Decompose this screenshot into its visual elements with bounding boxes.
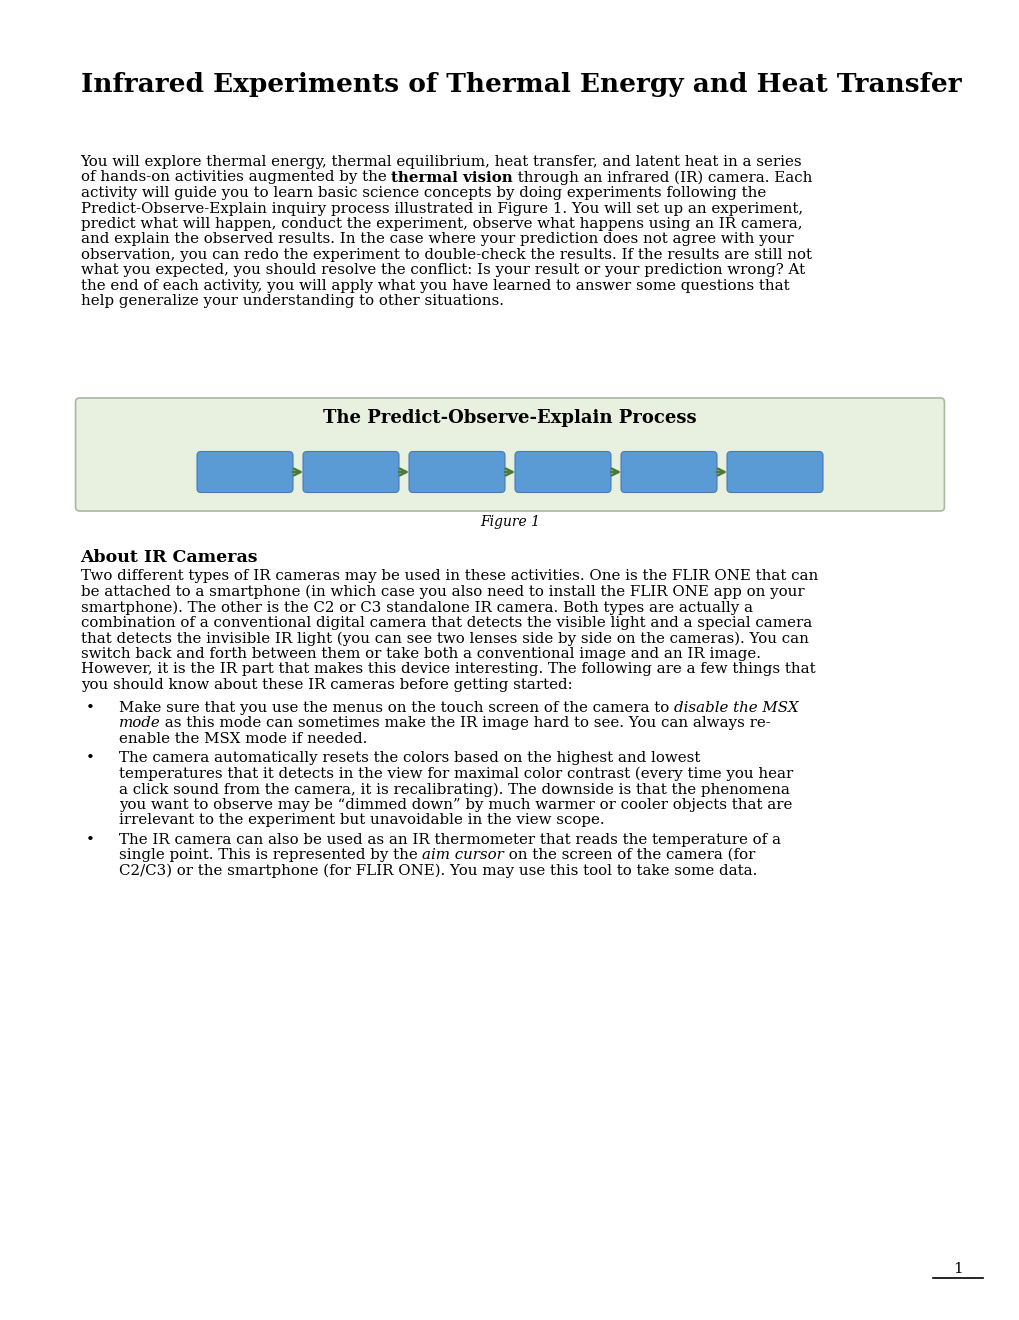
Text: the end of each activity, you will apply what you have learned to answer some qu: the end of each activity, you will apply… [81,279,789,293]
Text: through an infrared (IR) camera. Each: through an infrared (IR) camera. Each [513,170,811,185]
Text: thermal vision: thermal vision [390,170,513,185]
Text: Make sure that you use the menus on the touch screen of the camera to: Make sure that you use the menus on the … [118,701,673,715]
Text: observation, you can redo the experiment to double-check the results. If the res: observation, you can redo the experiment… [81,248,811,261]
Text: •: • [86,751,95,766]
Text: Explain: Explain [645,466,691,479]
Text: that detects the invisible IR light (you can see two lenses side by side on the : that detects the invisible IR light (you… [81,631,808,645]
FancyBboxPatch shape [515,451,610,492]
FancyBboxPatch shape [727,451,822,492]
FancyBboxPatch shape [75,399,944,511]
Text: irrelevant to the experiment but unavoidable in the view scope.: irrelevant to the experiment but unavoid… [118,813,603,828]
Text: you should know about these IR cameras before getting started:: you should know about these IR cameras b… [81,677,572,692]
FancyBboxPatch shape [303,451,398,492]
Text: Infrared Experiments of Thermal Energy and Heat Transfer: Infrared Experiments of Thermal Energy a… [81,73,960,96]
Text: Two different types of IR cameras may be used in these activities. One is the FL: Two different types of IR cameras may be… [81,569,817,583]
Text: help generalize your understanding to other situations.: help generalize your understanding to ot… [81,294,503,309]
Text: smartphone). The other is the C2 or C3 standalone IR camera. Both types are actu: smartphone). The other is the C2 or C3 s… [81,601,752,615]
Text: single point. This is represented by the: single point. This is represented by the [118,849,422,862]
Text: Observe: Observe [536,466,589,479]
Text: disable the MSX: disable the MSX [673,701,798,715]
Text: You will explore thermal energy, thermal equilibrium, heat transfer, and latent : You will explore thermal energy, thermal… [81,154,801,169]
Text: aim cursor: aim cursor [422,849,503,862]
Text: you want to observe may be “dimmed down” by much warmer or cooler objects that a: you want to observe may be “dimmed down”… [118,797,791,812]
Text: Predict: Predict [329,466,372,479]
Text: Predict-Observe-Explain inquiry process illustrated in Figure 1. You will set up: Predict-Observe-Explain inquiry process … [81,202,802,215]
Text: Apply: Apply [757,466,792,479]
Text: The Predict-Observe-Explain Process: The Predict-Observe-Explain Process [323,409,696,426]
Text: predict what will happen, conduct the experiment, observe what happens using an : predict what will happen, conduct the ex… [81,216,801,231]
Text: However, it is the IR part that makes this device interesting. The following are: However, it is the IR part that makes th… [81,663,814,676]
Text: Figure 1: Figure 1 [480,515,539,529]
FancyBboxPatch shape [197,451,292,492]
Text: a click sound from the camera, it is recalibrating). The downside is that the ph: a click sound from the camera, it is rec… [118,783,789,797]
Text: temperatures that it detects in the view for maximal color contrast (every time : temperatures that it detects in the view… [118,767,792,781]
Text: 1: 1 [952,1262,962,1276]
Text: and explain the observed results. In the case where your prediction does not agr: and explain the observed results. In the… [81,232,793,247]
Text: The camera automatically resets the colors based on the highest and lowest: The camera automatically resets the colo… [118,751,699,766]
Text: activity will guide you to learn basic science concepts by doing experiments fol: activity will guide you to learn basic s… [81,186,765,201]
Text: as this mode can sometimes make the IR image hard to see. You can always re-: as this mode can sometimes make the IR i… [160,717,770,730]
Text: C2/C3) or the smartphone (for FLIR ONE). You may use this tool to take some data: C2/C3) or the smartphone (for FLIR ONE).… [118,863,756,878]
Text: combination of a conventional digital camera that detects the visible light and : combination of a conventional digital ca… [81,615,811,630]
Text: •: • [86,833,95,846]
FancyBboxPatch shape [621,451,716,492]
Text: on the screen of the camera (for: on the screen of the camera (for [503,849,754,862]
Text: enable the MSX mode if needed.: enable the MSX mode if needed. [118,731,367,746]
FancyBboxPatch shape [409,451,504,492]
Text: switch back and forth between them or take both a conventional image and an IR i: switch back and forth between them or ta… [81,647,760,660]
Text: of hands-on activities augmented by the: of hands-on activities augmented by the [81,170,390,185]
Text: be attached to a smartphone (in which case you also need to install the FLIR ONE: be attached to a smartphone (in which ca… [81,585,803,599]
Text: Experiment: Experiment [421,466,492,479]
Text: what you expected, you should resolve the conflict: Is your result or your predi: what you expected, you should resolve th… [81,264,804,277]
Text: The IR camera can also be used as an IR thermometer that reads the temperature o: The IR camera can also be used as an IR … [118,833,780,846]
Text: About IR Cameras: About IR Cameras [81,549,258,566]
Text: •: • [86,701,95,715]
Text: mode: mode [118,717,160,730]
Text: Setup: Setup [226,466,263,479]
